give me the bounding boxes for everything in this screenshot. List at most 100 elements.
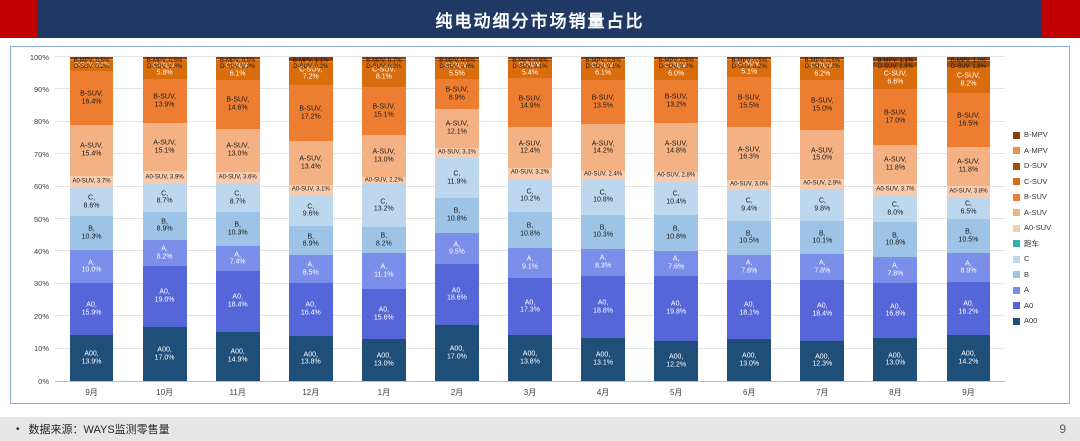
page-title: 纯电动细分市场销量占比 [435, 11, 645, 31]
legend-label: A [1024, 285, 1030, 295]
segment-label: A0-SUV, 3.0% [730, 181, 769, 188]
bar-segment: A, 8.5% [288, 255, 333, 283]
bar-segment: A00, 17.0% [435, 325, 479, 381]
legend-swatch [1013, 131, 1020, 139]
legend-item: A-SUV [1013, 209, 1065, 217]
segment-label: B-MPV, 0.7% [366, 57, 402, 64]
segment-label: A-SUV, 11.8% [957, 158, 980, 174]
legend-swatch [1013, 317, 1020, 325]
bar-segment: B, 10.5% [727, 220, 772, 255]
bar-segment [873, 60, 918, 62]
bar-segment: A0, 17.3% [508, 278, 552, 336]
stacked-bar: A00, 13.8% A0, 17.3% A, 9.1% B, 10.8% C, 10.2% A0-… [508, 57, 552, 381]
segment-label: A00, 17.0% [446, 345, 467, 361]
bar-segment: A00, 17.0% [142, 326, 187, 381]
stacked-bar: A00, 13.1% A0, 18.8% A, 8.3% B, 10.3% C, 10.8% A0-… [581, 57, 625, 381]
segment-label: A-SUV, 13.0% [226, 142, 250, 158]
segment-label: D-SUV, 0.1% [585, 64, 621, 70]
segment-label: D-SUV, 0.2% [293, 64, 329, 70]
segment-label: B, 8.2% [375, 232, 392, 247]
bar-segment: B-SUV, 13.5% [581, 79, 625, 125]
x-tick-label: 3月 [523, 388, 537, 397]
legend-swatch [1013, 240, 1020, 247]
bar-segment: A0-SUV, 3.2% [508, 168, 552, 179]
segment-label: A-SUV, 15.0% [810, 146, 834, 162]
segment-label: B-SUV, 13.9% [153, 93, 176, 108]
bar-segment: A00, 13.0% [727, 338, 772, 381]
bar-segment [654, 59, 699, 61]
segment-label: A00, 17.0% [154, 346, 175, 361]
bar-segment: A0, 18.4% [215, 270, 260, 332]
segment-label: A00, 12.3% [812, 353, 833, 368]
segment-label: C-SUV, 8.2% [956, 72, 981, 88]
bar-segment [142, 59, 187, 61]
legend-label: A-MPV [1024, 145, 1048, 155]
x-tick-label: 5月 [669, 388, 683, 397]
segment-label: A, 9.5% [448, 240, 465, 256]
segment-label: B-SUV, 16.4% [80, 90, 103, 106]
bar-segment [800, 58, 845, 60]
bar-segment: B-SUV, 17.0% [873, 88, 918, 145]
segment-label: D-SUV, 0.3% [147, 64, 183, 70]
segment-label: B-SUV, 17.2% [299, 105, 323, 121]
segment-label: B-MPV, 0.5% [146, 57, 183, 64]
segment-label: D-SUV, 1.8% [877, 64, 913, 70]
bar-segment [69, 57, 114, 59]
legend-swatch [1013, 193, 1020, 201]
legend-label: A0 [1024, 300, 1034, 310]
segment-label: D-SUV, 0.1% [512, 64, 548, 70]
segment-label: A-SUV, 13.0% [372, 148, 396, 164]
bar-segment [654, 57, 699, 59]
legend-label: C-SUV [1024, 176, 1048, 186]
segment-label: A, 7.6% [668, 255, 685, 271]
bar-segment: A, 7.4% [215, 246, 260, 271]
bar-segment: C, 10.2% [508, 178, 552, 213]
legend-item: A0-SUV [1013, 224, 1065, 232]
bar-segment: A-SUV, 12.1% [435, 108, 479, 149]
segment-label: A00, 13.1% [593, 351, 614, 367]
segment-label: B, 8.9% [156, 218, 173, 233]
segment-label: A0-SUV, 3.6% [218, 174, 257, 181]
bar-segment [581, 58, 625, 60]
bar-column: A00, 14.9% A0, 18.4% A, 7.4% B, 10.3% C, 8.7% A0-S… [201, 57, 274, 381]
bar-column: A00, 17.0% A0, 19.0% A, 8.2% B, 8.9% C, 8.7% A0-SU… [128, 57, 201, 381]
legend-item: C-SUV [1013, 178, 1065, 186]
segment-label: A-SUV, 13.4% [299, 155, 323, 171]
bar-segment: A, 7.6% [654, 250, 699, 276]
legend-swatch [1013, 271, 1020, 278]
segment-label: D-SUV, 0.2% [804, 64, 840, 70]
bar-segment: A0, 18.1% [727, 279, 772, 339]
x-tick-label: 8月 [889, 388, 902, 397]
bar-column: A00, 13.0% A0, 15.6% A, 11.1% B, 8.2% C, 13.2% A0-… [347, 57, 420, 381]
bar-segment: A0-SUV, 3.9% [142, 171, 187, 184]
segment-label: A, 8.5% [302, 261, 319, 276]
segment-label: B-MPV, 1.1% [877, 57, 914, 64]
bar-segment: A00, 12.3% [800, 340, 845, 381]
x-tick-label: 12月 [302, 388, 320, 397]
stacked-bar: A00, 14.2% A0, 16.2% A, 8.9% B, 10.5% C, 6.5% A0-S… [946, 57, 991, 381]
x-tick-label: 10月 [156, 388, 174, 397]
segment-label: A0-SUV, 3.9% [145, 174, 184, 181]
bar-segment [435, 59, 479, 62]
segment-label: A00, 13.9% [81, 350, 102, 366]
bar-segment: A0-SUV, 2.8% [654, 171, 699, 182]
legend-swatch [1013, 286, 1020, 294]
bar-segment [215, 58, 260, 60]
bar-column: A00, 13.8% A0, 16.4% A, 8.5% B, 8.9% C, 9.6% A0-SU… [274, 57, 347, 381]
segment-label: A0, 16.4% [300, 301, 321, 317]
bar-segment: A, 8.2% [142, 239, 187, 267]
bar-segment: B-SUV, 13.2% [654, 79, 699, 124]
segment-label: B-MPV, 1.1% [293, 57, 329, 64]
segment-label: A, 8.2% [156, 245, 173, 260]
bar-segment [361, 59, 406, 60]
legend-item: B-MPV [1013, 131, 1065, 139]
bar-column: A00, 12.2% A0, 19.8% A, 7.6% B, 10.8% C, 10.4% A0-… [640, 57, 713, 381]
segment-label: A0-SUV, 2.2% [364, 177, 403, 184]
bar-segment: C, 9.6% [288, 194, 333, 227]
gridline [55, 56, 1005, 57]
bar-segment [69, 59, 114, 61]
plot-area: 0% 10% 20% 30% 40% 50% 60% 70% 80% 90% 100% A00, 13.… [30, 53, 1005, 384]
stacked-bar: A00, 13.0% A0, 15.6% A, 11.1% B, 8.2% C, 13.2% A0-… [361, 57, 406, 381]
page-number: 9 [1059, 422, 1066, 436]
segment-label: B-SUV, 15.1% [372, 103, 396, 119]
